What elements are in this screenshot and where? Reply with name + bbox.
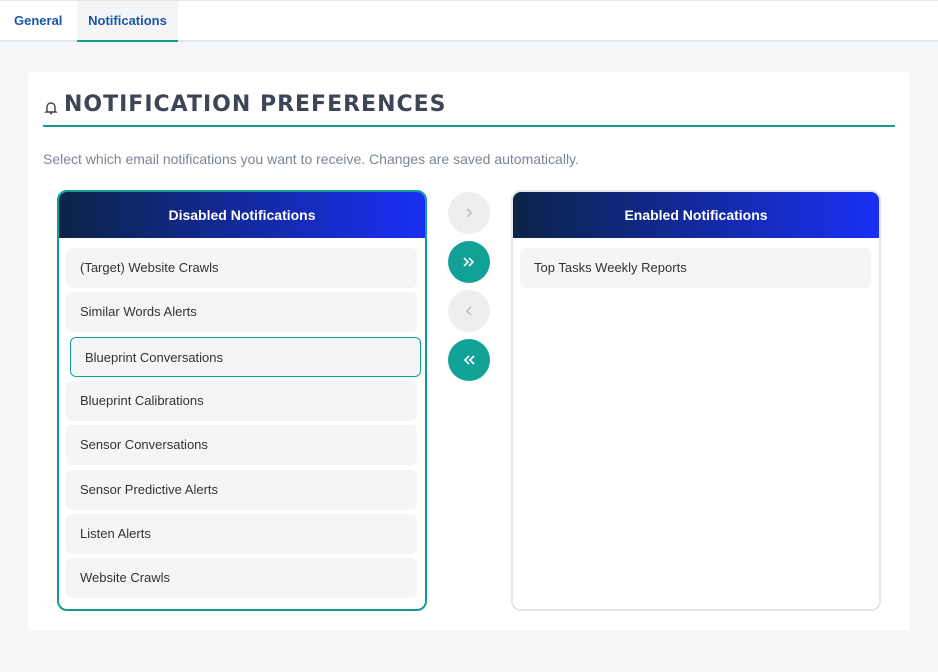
enabled-list: Enabled Notifications Top Tasks Weekly R… [511,190,881,611]
list-item[interactable]: Website Crawls [66,558,417,599]
move-all-left-button[interactable] [448,339,490,381]
list-item[interactable]: Sensor Predictive Alerts [66,469,417,510]
list-header: Enabled Notifications [513,192,879,238]
move-all-right-button[interactable] [448,241,490,283]
bell-icon [44,102,58,115]
list-item[interactable]: Sensor Conversations [66,425,417,466]
tab-bar: General Notifications [0,0,938,42]
card: Notification Preferences Select which em… [28,72,910,630]
title-text: Notification Preferences [64,92,447,117]
section-title: Notification Preferences [43,90,895,127]
list-item[interactable]: Listen Alerts [66,513,417,554]
list-item[interactable]: (Target) Website Crawls [66,248,417,288]
list-item[interactable]: Top Tasks Weekly Reports [520,248,871,288]
tab-active[interactable]: Notifications [77,1,178,42]
list-item[interactable]: Blueprint Calibrations [66,380,417,421]
disabled-list: Disabled Notifications (Target) Website … [57,190,427,611]
move-left-button[interactable] [448,290,490,332]
list-header: Disabled Notifications [59,192,425,238]
list-item[interactable]: Similar Words Alerts [66,292,417,333]
description: Select which email notifications you wan… [43,151,579,167]
move-right-button[interactable] [448,192,490,234]
list-item[interactable]: Blueprint Conversations [70,336,421,377]
tab[interactable]: General [14,13,63,28]
